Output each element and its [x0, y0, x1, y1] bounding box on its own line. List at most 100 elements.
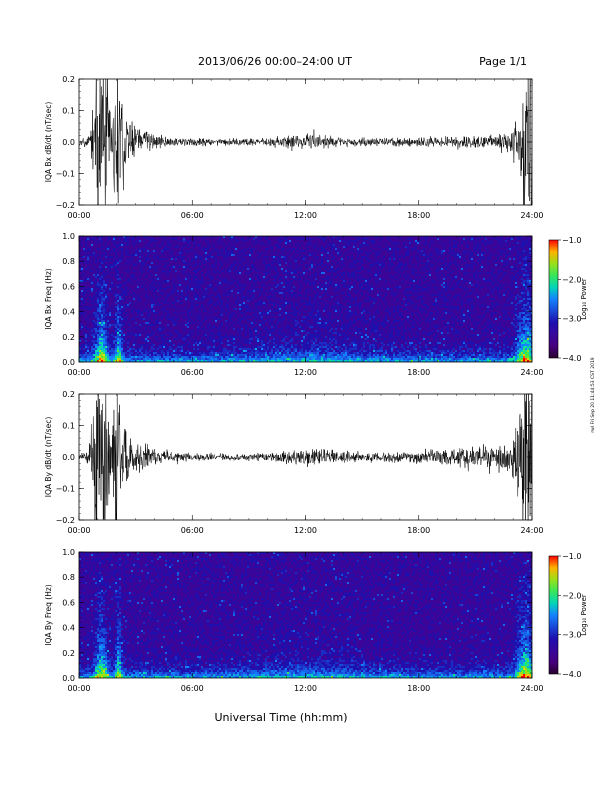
spectrogram-cells: [307, 358, 309, 360]
spectrogram-cells: [523, 652, 525, 666]
spectrogram-cells: [229, 560, 231, 668]
spectrogram-cells: [231, 358, 233, 360]
spectrogram-cells: [181, 360, 183, 362]
spectrogram-cells: [123, 552, 125, 650]
spectrogram-cells: [365, 554, 367, 654]
spectrogram-cells: [209, 664, 211, 678]
spectrogram-cells: [415, 676, 417, 678]
spectrogram-cells: [277, 358, 279, 360]
spectrogram-cells: [293, 248, 295, 346]
spectrogram-cells: [211, 552, 213, 668]
spectrogram-cells: [289, 360, 291, 362]
spectrogram-cells: [359, 238, 361, 354]
spectrogram-cells: [511, 236, 513, 352]
spectrogram-cells: [397, 244, 399, 354]
spectrogram-cells: [295, 258, 297, 354]
spectrogram-cells: [83, 676, 85, 678]
spectrogram-cells: [333, 360, 335, 362]
spectrogram-cells: [177, 356, 179, 358]
spectrogram-cells: [357, 358, 359, 360]
spectrogram-cells: [107, 360, 109, 362]
spectrogram-cells: [399, 562, 401, 660]
spectrogram-cells: [131, 560, 133, 664]
spectrogram-cells: [155, 356, 157, 358]
spectrogram-cells: [471, 672, 473, 674]
spectrogram-cells: [317, 322, 319, 358]
spectrogram-cells: [475, 344, 477, 358]
spectrogram-cells: [331, 360, 333, 362]
spectrogram-cells: [101, 676, 103, 678]
spectrogram-cells: [183, 240, 185, 340]
spectrogram-cells: [453, 676, 455, 678]
spectrogram-cells: [379, 272, 381, 356]
spectrogram-cells: [253, 558, 255, 668]
spectrogram-cells: [219, 352, 221, 360]
spectrogram-cells: [265, 664, 267, 672]
spectrogram-cells: [389, 554, 391, 666]
spectrogram-cells: [119, 360, 121, 362]
spectrogram-cells: [103, 664, 105, 670]
spectrogram-cells: [509, 358, 511, 360]
spectrogram-cells: [333, 674, 335, 676]
spectrogram-cells: [419, 658, 421, 660]
spectrogram-cells: [175, 558, 177, 670]
spectrogram-cells: [183, 244, 185, 352]
spectrogram-cells: [421, 676, 423, 678]
spectrogram-cells: [293, 676, 295, 678]
spectrogram-cells: [419, 360, 421, 362]
spectrogram-cells: [489, 674, 491, 676]
spectrogram-cells: [185, 660, 187, 670]
spectrogram-cells: [427, 672, 429, 676]
spectrogram-cells: [379, 566, 381, 660]
spectrogram-cells: [95, 676, 97, 678]
spectrogram-cells: [519, 356, 521, 360]
spectrogram-cells: [375, 360, 377, 362]
spectrogram-cells: [383, 356, 385, 358]
spectrogram-cells: [151, 238, 153, 354]
spectrogram-cells: [111, 266, 113, 354]
spectrogram-cells: [485, 564, 487, 670]
spectrogram-cells: [99, 322, 101, 354]
spectrogram-cells: [337, 302, 339, 354]
spectrogram-cells: [133, 360, 135, 362]
spectrogram-cells: [331, 672, 333, 674]
spectrogram-cells: [503, 676, 505, 678]
spectrogram-cells: [211, 352, 213, 354]
spectrogram-cells: [529, 334, 531, 346]
spectrogram-cells: [439, 672, 441, 674]
spectrogram-cells: [461, 360, 463, 362]
spectrogram-cells: [407, 242, 409, 354]
spectrogram-cells: [199, 356, 201, 360]
spectrogram-cells: [115, 264, 117, 340]
spectrogram-cells: [169, 244, 171, 356]
spectrogram-cells: [437, 672, 439, 674]
spectrogram-cells: [355, 670, 357, 672]
spectrogram-cells: [393, 342, 395, 358]
spectrogram-cells: [363, 660, 365, 670]
spectrogram-cells: [97, 592, 99, 662]
spectrogram-cells: [115, 666, 117, 668]
spectrogram-cells: [101, 578, 103, 656]
spectrogram-cells: [231, 250, 233, 352]
spectrogram-cells: [179, 554, 181, 670]
spectrogram-cells: [387, 560, 389, 672]
spectrogram-cells: [117, 674, 119, 676]
spectrogram-cells: [113, 652, 115, 664]
spectrogram-cells: [461, 240, 463, 342]
spectrogram-cells: [323, 238, 325, 352]
spectrogram-cells: [149, 242, 151, 354]
spectrogram-cells: [185, 360, 187, 362]
spectrogram-cells: [349, 616, 351, 674]
spectrogram-cells: [173, 668, 175, 670]
spectrogram-cells: [449, 354, 451, 358]
spectrogram-cells: [291, 590, 293, 674]
spectrogram-cells: [485, 672, 487, 674]
spectrogram-cells: [233, 358, 235, 360]
spectrogram-cells: [267, 674, 269, 676]
spectrogram-cells: [163, 636, 165, 638]
spectrogram-cells: [303, 238, 305, 344]
spectrogram-cells: [187, 676, 189, 678]
spectrogram-cells: [253, 676, 255, 678]
spectrogram-cells: [405, 354, 407, 356]
